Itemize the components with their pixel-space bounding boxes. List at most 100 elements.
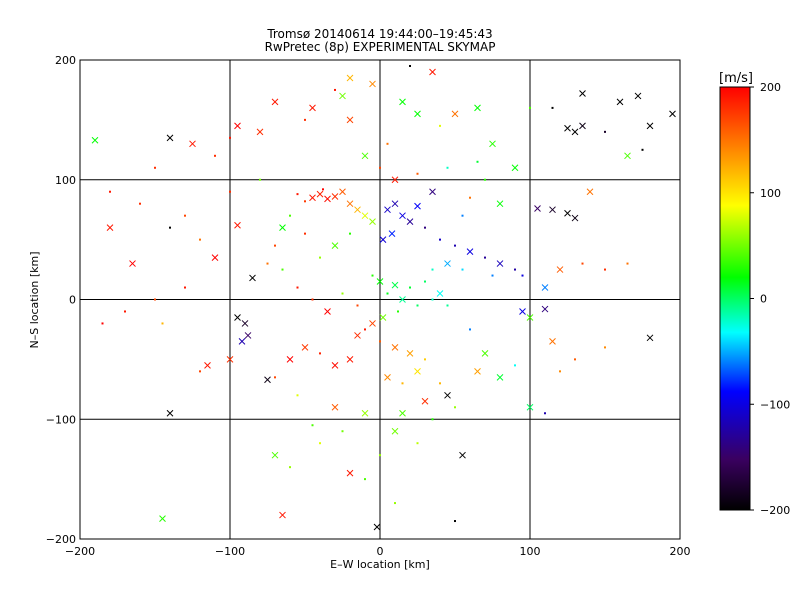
data-point-dot <box>214 154 216 157</box>
data-point-dot <box>341 430 344 433</box>
data-point-x-stroke <box>579 90 586 97</box>
data-point-x-stroke <box>309 104 316 112</box>
data-point-dot <box>446 166 449 169</box>
data-point-dot <box>424 226 426 229</box>
data-point-x <box>384 373 391 381</box>
data-point-x <box>388 230 396 237</box>
data-point-x <box>414 110 421 118</box>
data-point-x <box>526 403 534 411</box>
data-point-dot <box>626 262 629 265</box>
data-point-dot <box>559 370 561 373</box>
data-points <box>91 64 676 531</box>
data-point-x <box>384 206 391 214</box>
data-point-dot <box>469 328 471 331</box>
data-point-x-stroke <box>466 248 474 255</box>
data-point-dot <box>289 466 291 469</box>
data-point-x <box>414 367 421 375</box>
data-point-x-stroke <box>271 451 279 459</box>
data-point-x <box>91 136 99 144</box>
data-point-dot <box>431 298 434 301</box>
data-point-x-stroke <box>564 124 571 132</box>
x-tick-label: 0 <box>377 545 384 558</box>
data-point-dot <box>641 148 644 151</box>
data-point-dot <box>304 232 306 235</box>
data-point-x <box>204 362 211 369</box>
data-point-x-stroke <box>316 190 324 198</box>
data-point-dot <box>521 274 524 277</box>
data-point-x <box>669 110 676 118</box>
data-point-dot <box>514 268 516 271</box>
data-point-dot <box>439 382 441 385</box>
data-point-x-stroke <box>324 195 331 203</box>
data-point-x-stroke <box>361 152 369 160</box>
data-point-x-stroke <box>526 403 534 411</box>
data-point-dot <box>454 406 456 409</box>
data-point-x <box>361 409 369 417</box>
data-point-dot <box>574 358 576 361</box>
data-point-dot <box>371 274 374 277</box>
data-point-dot <box>184 286 186 289</box>
data-point-x <box>279 511 286 519</box>
data-point-x-stroke <box>346 116 354 124</box>
data-point-x <box>106 224 114 232</box>
colorbar: [m/s] 200 100 0 −100 −200 <box>719 71 790 517</box>
data-point-x-stroke <box>399 98 406 106</box>
data-point-x-stroke <box>481 350 489 357</box>
data-point-x-stroke <box>354 332 361 339</box>
data-point-x <box>624 152 631 160</box>
data-point-x-stroke <box>331 362 339 369</box>
data-point-x <box>369 218 376 226</box>
data-point-x <box>301 344 309 351</box>
data-point-x <box>166 134 174 142</box>
data-point-x <box>166 409 174 417</box>
data-point-x <box>421 397 429 405</box>
data-point-x-stroke <box>384 373 391 381</box>
data-point-x <box>346 200 354 208</box>
data-point-x <box>474 104 481 112</box>
data-point-x-stroke <box>541 284 549 291</box>
data-point-x-stroke <box>166 409 174 417</box>
data-point-x-stroke <box>331 193 339 200</box>
data-point-dot <box>439 124 441 127</box>
data-point-x-stroke <box>429 188 436 196</box>
data-point-dot <box>604 130 606 133</box>
data-point-x-stroke <box>399 296 406 303</box>
data-point-x-stroke <box>346 469 354 477</box>
data-point-x <box>234 221 241 229</box>
data-point-dot <box>514 364 516 367</box>
data-point-x-stroke <box>579 122 586 130</box>
data-point-x <box>256 128 264 136</box>
data-point-x-stroke <box>373 523 381 531</box>
x-axis-ticks: −200 −100 0 100 200 <box>65 545 691 558</box>
data-point-dot <box>154 298 156 301</box>
data-point-dot <box>544 412 546 415</box>
data-point-x-stroke <box>354 206 361 214</box>
data-point-x <box>339 188 346 196</box>
data-point-x <box>459 451 466 459</box>
data-point-x-stroke <box>106 224 114 232</box>
data-point-x <box>244 332 252 339</box>
data-point-x-stroke <box>436 290 444 297</box>
data-point-x <box>436 290 444 297</box>
data-point-x <box>399 296 406 303</box>
data-point-x <box>324 308 331 315</box>
x-tick-label: 200 <box>670 545 691 558</box>
y-axis-ticks: −200 −100 0 100 200 <box>46 54 76 546</box>
data-point-dot <box>199 238 201 241</box>
y-tick-label: 0 <box>69 294 76 307</box>
data-point-x <box>549 338 556 345</box>
data-point-x <box>234 314 241 321</box>
data-point-x <box>331 403 339 411</box>
data-point-dot <box>604 346 606 349</box>
data-point-x <box>309 104 316 112</box>
data-point-dot <box>259 178 261 181</box>
data-point-x-stroke <box>414 367 421 375</box>
data-point-x-stroke <box>391 281 399 289</box>
colorbar-ticks: 200 100 0 −100 −200 <box>750 81 790 517</box>
data-point-x <box>444 391 451 399</box>
data-point-dot <box>184 214 186 217</box>
data-point-x-stroke <box>379 314 387 321</box>
data-point-dot <box>581 262 584 265</box>
data-point-dot <box>454 520 456 523</box>
colorbar-tick-label: 200 <box>760 81 781 94</box>
